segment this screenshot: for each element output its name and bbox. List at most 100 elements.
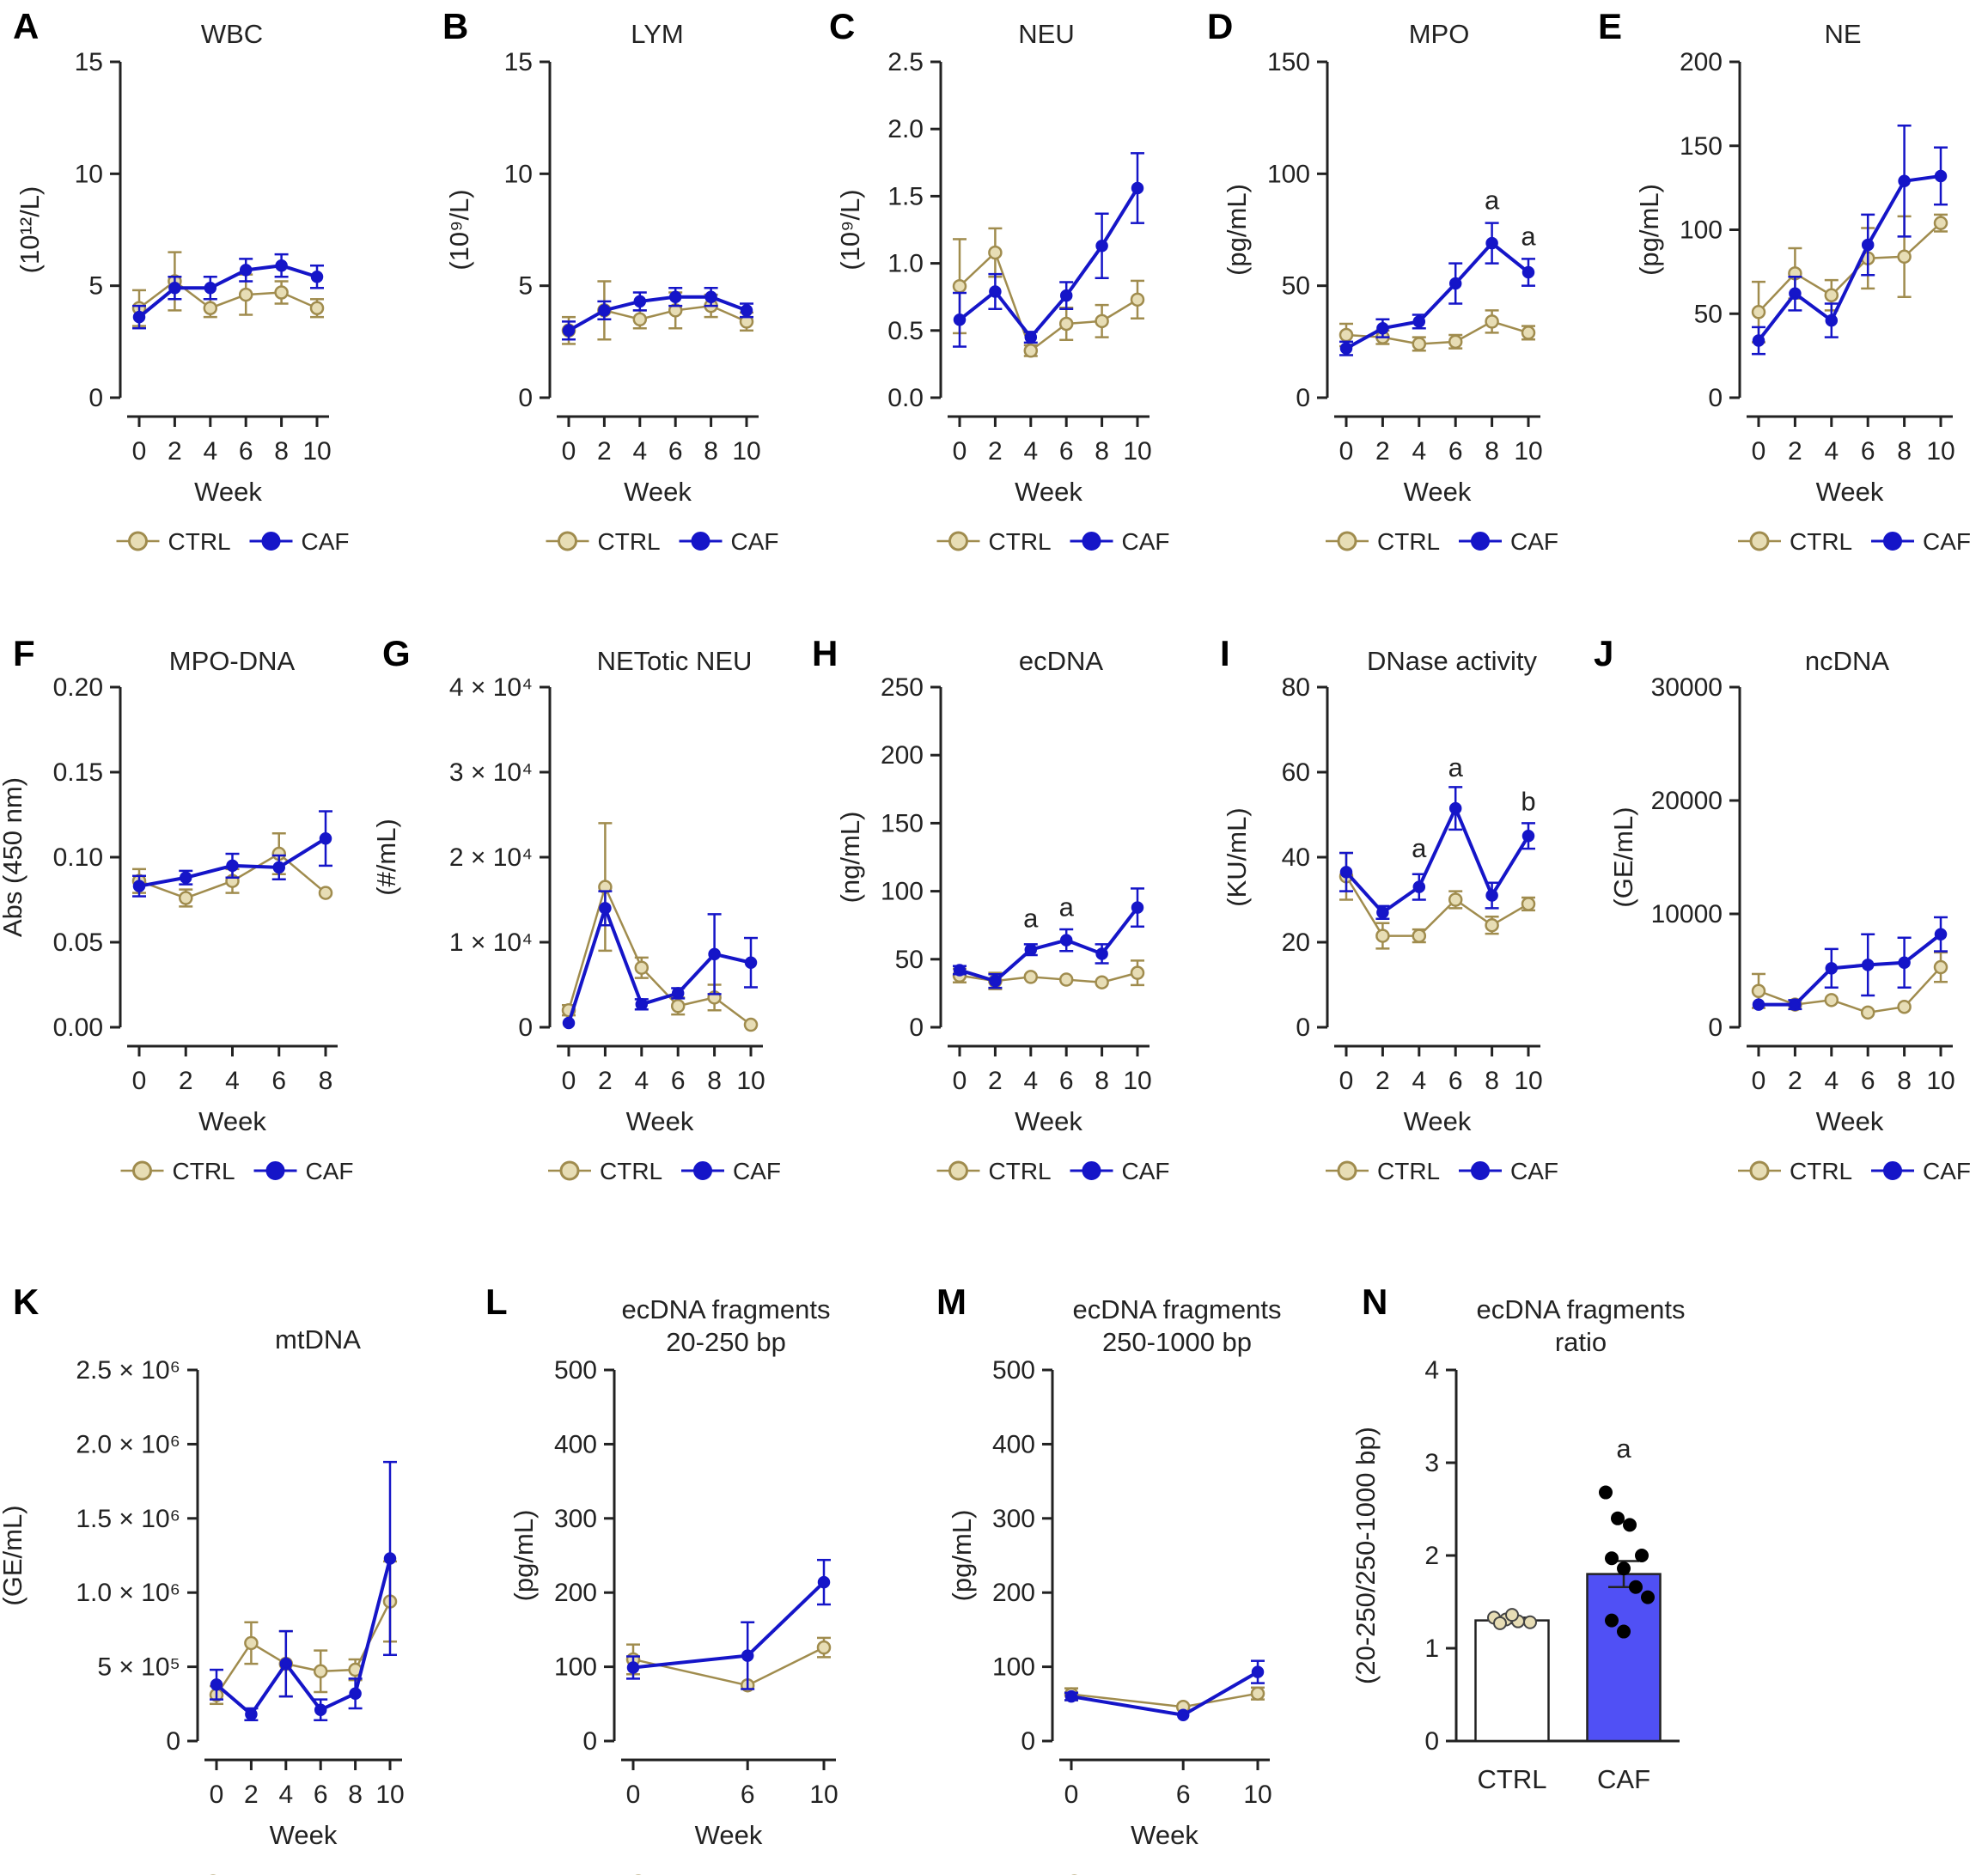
legend-ctrl-marker [948,531,968,551]
x-axis-label: Week [198,1106,266,1136]
data-point [1412,337,1427,351]
x-tick-label: 6 [314,1781,328,1809]
y-tick-label: 1.0 [887,250,924,278]
y-axis-label: (pg/mL) [947,1510,977,1602]
x-tick-label: 4 [278,1781,293,1809]
data-point [1250,1686,1265,1701]
data-point [1521,830,1535,843]
data-point [279,1657,293,1671]
data-point [132,310,146,324]
legend-caf-label: CAF [1122,528,1170,555]
x-tick-label: 2 [988,1067,1003,1095]
data-point [1934,928,1948,941]
y-tick-label: 4 [1424,1356,1439,1385]
data-point [1898,956,1911,970]
x-tick-label: 2 [598,1067,613,1095]
data-point [275,259,288,272]
x-axis-label: Week [1015,477,1082,507]
data-point [1493,1616,1507,1630]
chart-title: MPO-DNA [169,646,296,676]
data-point [1485,917,1499,933]
x-tick-label: 0 [1752,437,1766,466]
legend: CTRL CAF [1326,1158,1558,1184]
y-tick-label: 10 [504,160,533,188]
panel-letter: L [485,1281,508,1322]
y-tick-label: 500 [992,1356,1035,1385]
panel-letter: E [1598,6,1622,46]
data-point [1095,240,1108,253]
y-tick-label: 1.0 × 10⁶ [76,1579,180,1607]
x-tick-label: 10 [302,437,331,466]
legend-caf-marker [1883,532,1902,551]
data-point [1023,970,1039,984]
y-tick-label: 0 [88,384,103,412]
data-point [1751,983,1766,999]
data-point [1861,959,1875,971]
x-tick-label: 8 [348,1781,363,1809]
data-point [310,270,324,283]
y-tick-label: 20 [1282,928,1310,957]
chart-title: NEU [1018,19,1074,49]
data-point [1933,959,1948,975]
data-point [1130,965,1145,980]
y-tick-label: 0.5 [887,317,924,345]
data-point [743,1017,759,1032]
legend-ctrl-label: CTRL [243,1872,306,1875]
data-point [1825,962,1839,975]
data-point [741,1649,754,1662]
x-tick-label: 4 [1023,1067,1038,1095]
data-point [1448,801,1462,815]
legend-ctrl-label: CTRL [1105,1872,1168,1875]
x-tick-label: 4 [1023,437,1038,466]
x-axis-label: Week [194,477,262,507]
data-point [671,987,685,1000]
x-tick-label: 10 [736,1067,765,1095]
y-axis-label: (#/mL) [371,819,401,896]
legend: CTRL CAF [1326,528,1558,555]
data-point [1751,305,1766,320]
x-tick-label: 4 [1412,1067,1426,1095]
x-tick-label: 4 [1824,1067,1839,1095]
legend: CTRL CAF [936,1158,1170,1184]
legend-ctrl-marker [558,531,577,551]
data-point [309,301,325,315]
data-point [744,956,758,970]
series-ctrl [131,832,333,908]
y-tick-label: 0.15 [53,758,103,787]
data-point [1059,289,1073,302]
y-tick-label: 15 [504,48,533,76]
significance-label: a [1616,1434,1631,1464]
series-caf [132,253,324,330]
y-tick-label: 5 [518,272,533,301]
x-tick-label: 8 [704,437,718,466]
y-tick-label: 5 × 10⁵ [97,1653,180,1682]
data-point [383,1552,397,1565]
y-tick-label: 300 [554,1505,597,1533]
x-axis-label: Week [1131,1820,1198,1850]
data-point [1825,314,1839,327]
data-point [634,960,649,975]
series-line [567,903,752,1024]
legend-caf-marker [1082,1161,1101,1180]
y-tick-label: 10 [75,160,103,188]
data-point [1448,892,1463,907]
x-tick-label: 0 [626,1781,641,1809]
data-point [1897,999,1912,1014]
y-tick-label: 100 [1680,216,1723,245]
series-caf [1752,916,1948,1011]
x-tick-label: 6 [668,437,683,466]
y-tick-label: 5 [88,272,103,301]
y-tick-label: 3 × 10⁴ [449,758,533,787]
x-tick-label: 0 [1752,1067,1766,1095]
y-tick-label: 100 [554,1653,597,1682]
data-point [1523,1615,1537,1629]
x-tick-label: 0 [132,1067,147,1095]
x-tick-label: 0 [132,437,147,466]
series-line [215,1601,392,1696]
x-tick-label: 8 [1485,1067,1499,1095]
series-ctrl [1751,951,1948,1020]
y-tick-label: 150 [1680,132,1723,161]
